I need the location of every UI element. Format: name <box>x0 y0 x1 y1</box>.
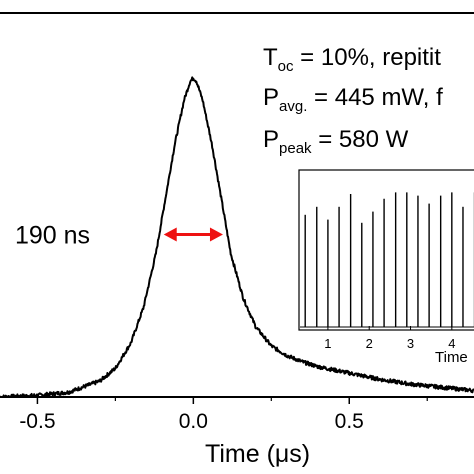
inset-pulse-train <box>300 192 474 328</box>
pulse-trace-line <box>0 76 474 398</box>
fwhm-arrow-head-right <box>209 227 223 242</box>
x-tick-label: 0.5 <box>335 410 364 433</box>
x-axis-ticks: -0.5 0.0 0.5 <box>19 397 428 433</box>
inset-x-tick-label: 1 <box>324 336 331 351</box>
inset-x-tick-label: 4 <box>448 336 455 351</box>
fwhm-arrow-head-left <box>163 227 177 242</box>
x-axis-title: Time (μs) <box>205 440 310 468</box>
annotation-toc: Toc = 10%, repitit <box>263 44 441 75</box>
x-tick-label: -0.5 <box>19 410 55 433</box>
inset-x-tick-label: 2 <box>366 336 373 351</box>
inset-frame <box>298 169 474 331</box>
annotation-pavg: Pavg. = 445 mW, f <box>263 84 443 115</box>
fwhm-label: 190 ns <box>15 222 90 250</box>
pulse-trace-series <box>0 76 474 398</box>
x-tick-label: 0.0 <box>179 410 208 433</box>
fwhm-arrow <box>163 227 223 242</box>
inset-x-tick-label: 3 <box>407 336 414 351</box>
annotation-ppeak: Ppeak = 580 W <box>263 126 409 157</box>
inset-x-axis-title: Time <box>435 349 468 366</box>
